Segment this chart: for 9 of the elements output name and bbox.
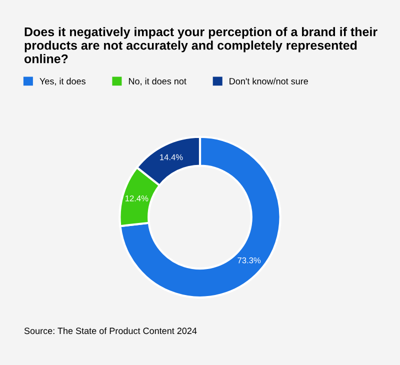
source-note: Source: The State of Product Content 2024 <box>24 327 197 334</box>
legend-label: Yes, it does <box>40 78 86 86</box>
chart-title: Does it negatively impact your perception of a brand if their products are not accurately and completely represented online? <box>24 27 378 64</box>
donut-slice <box>119 136 282 298</box>
legend-label: Don't know/not sure <box>230 78 308 84</box>
data-label: 73.3% <box>238 257 261 264</box>
legend-label: No, it does not <box>128 78 186 86</box>
data-label: 12.4% <box>126 195 148 202</box>
data-label: 14.4% <box>160 154 183 160</box>
